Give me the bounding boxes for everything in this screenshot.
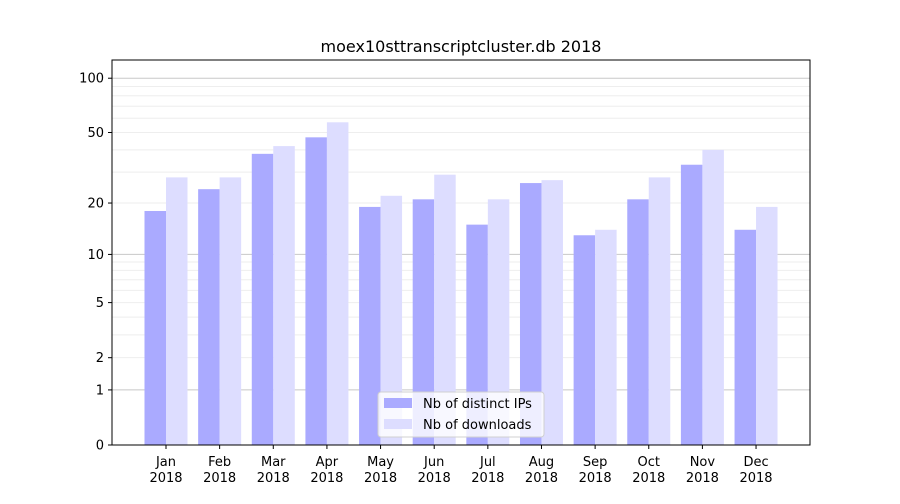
x-tick-label: Nov (690, 455, 716, 470)
x-tick-label: Aug (529, 455, 554, 470)
x-tick-label: 2018 (149, 471, 182, 486)
x-tick-label: 2018 (418, 471, 451, 486)
x-tick-label: Apr (316, 455, 339, 470)
bar-distinct-ips (573, 235, 596, 445)
bar-distinct-ips (680, 164, 703, 445)
x-tick-label: 2018 (632, 471, 665, 486)
bar-downloads (326, 122, 349, 446)
legend-swatch (384, 398, 412, 408)
legend: Nb of distinct IPs Nb of downloads (377, 391, 545, 438)
x-tick-label: Mar (261, 455, 286, 470)
bar-distinct-ips (359, 206, 381, 445)
bar-downloads (166, 177, 188, 445)
bar-downloads (702, 149, 724, 446)
bar-distinct-ips (734, 229, 757, 445)
legend-label: Nb of downloads (423, 418, 532, 433)
legend-box (377, 391, 545, 438)
y-tick-label: 1 (96, 383, 104, 398)
bar-downloads (273, 146, 295, 446)
bar-downloads (595, 229, 617, 445)
x-tick-label: 2018 (364, 471, 397, 486)
y-tick-label: 20 (87, 197, 104, 212)
bar-distinct-ips (198, 189, 220, 445)
x-tick-label: Oct (638, 455, 660, 470)
x-tick-label: 2018 (525, 471, 558, 486)
x-tick-label: 2018 (203, 471, 236, 486)
bar-distinct-ips (251, 153, 274, 445)
y-tick-label: 0 (96, 439, 104, 454)
y-tick-label: 5 (96, 296, 104, 311)
plot-frame (111, 59, 811, 446)
bar-downloads (434, 174, 456, 445)
x-tick-label: Dec (743, 455, 768, 470)
legend-swatch (384, 419, 412, 429)
x-tick-label: 2018 (739, 471, 772, 486)
bar-distinct-ips (412, 199, 435, 445)
bar-downloads (756, 206, 778, 445)
bar-distinct-ips (627, 199, 649, 445)
x-tick-label: 2018 (471, 471, 504, 486)
x-tick-label: 2018 (686, 471, 719, 486)
x-tick-label: Jul (479, 455, 496, 470)
bar-distinct-ips (144, 210, 166, 445)
y-tick-label: 2 (96, 351, 104, 366)
y-tick-label: 10 (87, 248, 104, 263)
x-tick-label: 2018 (257, 471, 290, 486)
bar-downloads (487, 199, 510, 445)
y-tick-label: 100 (79, 72, 104, 87)
bar-distinct-ips (466, 224, 488, 445)
x-tick-label: 2018 (310, 471, 343, 486)
y-tick-label: 50 (87, 126, 104, 141)
x-tick-label: 2018 (579, 471, 612, 486)
bar-distinct-ips (519, 183, 542, 445)
bar-distinct-ips (305, 137, 327, 445)
bar-downloads (380, 195, 403, 445)
x-tick-label: Jun (423, 455, 444, 470)
bar-downloads (219, 177, 242, 445)
chart-title: moex10sttranscriptcluster.db 2018 (321, 37, 602, 56)
bar-downloads (541, 180, 563, 445)
legend-label: Nb of distinct IPs (423, 397, 532, 412)
x-tick-label: Sep (583, 455, 608, 470)
x-tick-label: May (367, 455, 394, 470)
bar-downloads (648, 177, 671, 445)
x-tick-label: Jan (155, 455, 176, 470)
x-tick-label: Feb (208, 455, 231, 470)
